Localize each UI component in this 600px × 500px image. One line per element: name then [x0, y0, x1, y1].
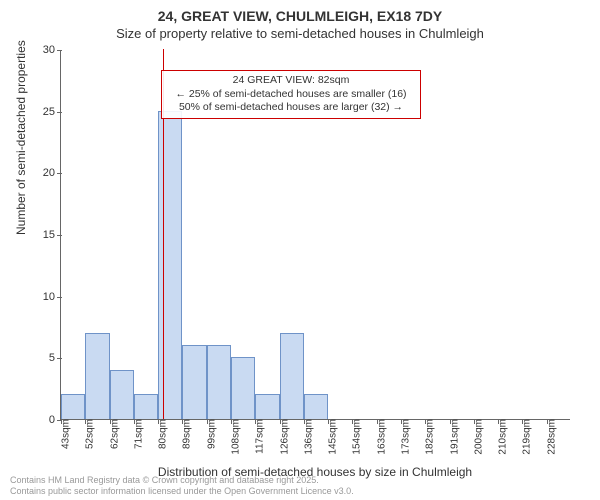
x-tick-label: 126sqm	[275, 419, 290, 455]
histogram-bar	[61, 394, 85, 419]
x-tick-label: 145sqm	[324, 419, 339, 455]
y-tick: 25	[31, 106, 61, 118]
y-axis-label: Number of semi-detached properties	[14, 40, 28, 235]
x-tick-label: 108sqm	[227, 419, 242, 455]
x-tick-label: 228sqm	[542, 419, 557, 455]
histogram-bar	[255, 394, 279, 419]
histogram-bar	[182, 345, 206, 419]
x-tick-label: 99sqm	[202, 419, 217, 449]
x-tick-label: 80sqm	[154, 419, 169, 449]
histogram-bar	[304, 394, 328, 419]
footer-line-1: Contains HM Land Registry data © Crown c…	[10, 475, 354, 486]
x-tick-label: 136sqm	[299, 419, 314, 455]
chart-title-main: 24, GREAT VIEW, CHULMLEIGH, EX18 7DY	[0, 0, 600, 24]
x-tick-label: 191sqm	[445, 419, 460, 455]
x-tick-label: 89sqm	[178, 419, 193, 449]
histogram-bar	[207, 345, 231, 419]
annotation-line-2: 50% of semi-detached houses are larger (…	[168, 101, 414, 115]
y-tick: 5	[31, 352, 61, 364]
chart-container: 24, GREAT VIEW, CHULMLEIGH, EX18 7DY Siz…	[0, 0, 600, 500]
x-tick-label: 52sqm	[81, 419, 96, 449]
annotation-line-1: ← 25% of semi-detached houses are smalle…	[168, 88, 414, 102]
plot-area: 05101520253043sqm52sqm62sqm71sqm80sqm89s…	[60, 50, 570, 420]
histogram-bar	[85, 333, 109, 419]
annotation-title: 24 GREAT VIEW: 82sqm	[168, 74, 414, 88]
x-tick-label: 117sqm	[251, 419, 266, 454]
histogram-bar	[158, 111, 182, 419]
x-tick-label: 43sqm	[57, 419, 72, 449]
x-tick-label: 163sqm	[372, 419, 387, 455]
y-tick: 20	[31, 167, 61, 179]
x-tick-label: 71sqm	[129, 419, 144, 449]
x-tick-label: 210sqm	[494, 419, 509, 455]
y-tick: 15	[31, 229, 61, 241]
histogram-bar	[231, 357, 255, 419]
histogram-bar	[110, 370, 134, 419]
y-tick: 30	[31, 44, 61, 56]
x-tick-label: 154sqm	[348, 419, 363, 455]
annotation-box: 24 GREAT VIEW: 82sqm← 25% of semi-detach…	[161, 70, 421, 119]
x-tick-label: 62sqm	[105, 419, 120, 449]
chart-title-sub: Size of property relative to semi-detach…	[0, 24, 600, 41]
footer-line-2: Contains public sector information licen…	[10, 486, 354, 497]
x-tick-label: 219sqm	[518, 419, 533, 455]
x-tick-label: 200sqm	[469, 419, 484, 455]
y-tick: 10	[31, 291, 61, 303]
histogram-bar	[280, 333, 304, 419]
x-tick-label: 173sqm	[397, 419, 412, 455]
footer-attribution: Contains HM Land Registry data © Crown c…	[10, 475, 354, 497]
x-tick-label: 182sqm	[421, 419, 436, 455]
histogram-bar	[134, 394, 158, 419]
